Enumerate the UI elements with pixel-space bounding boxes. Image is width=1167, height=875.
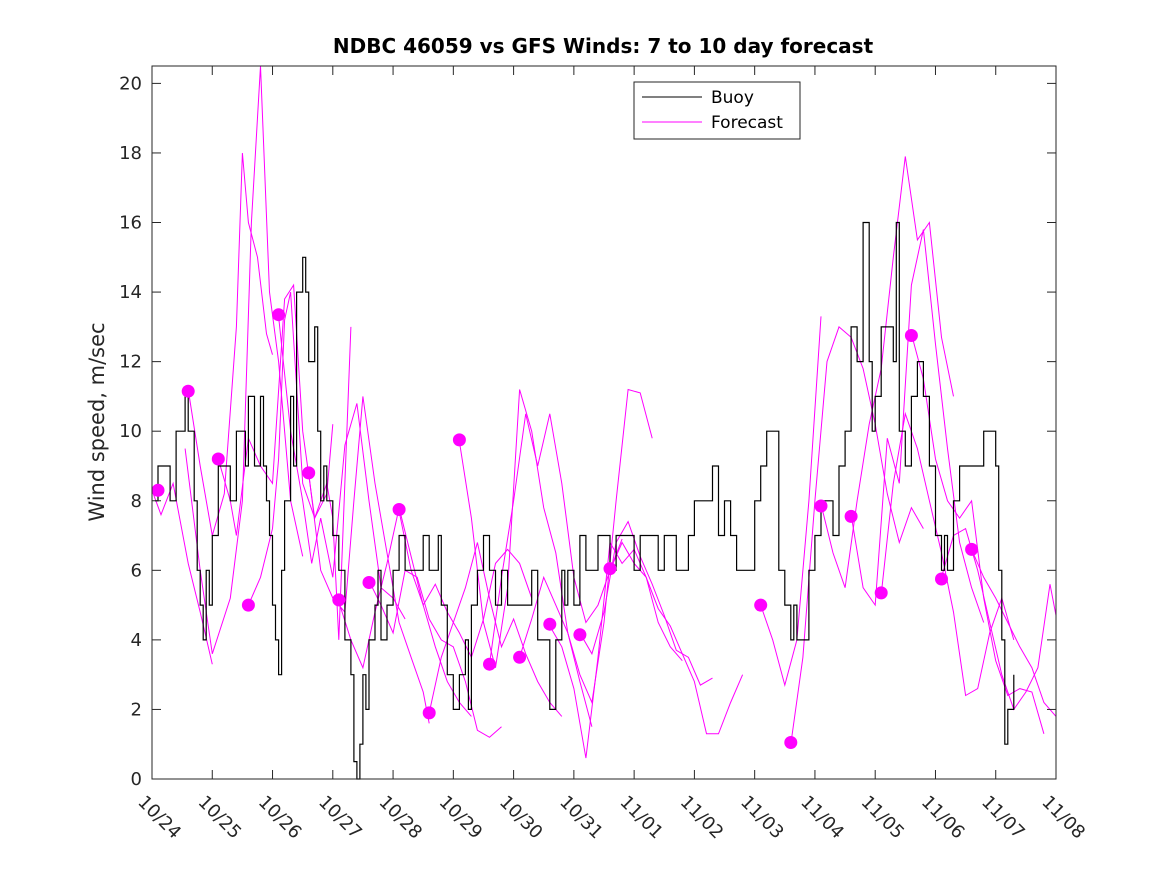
forecast-line-21 [880, 411, 1015, 697]
forecast-marker [603, 562, 617, 576]
y-tick-label: 14 [119, 282, 142, 303]
forecast-marker [181, 384, 195, 398]
legend-box [633, 81, 801, 140]
forecast-marker [272, 308, 286, 322]
y-tick-label: 2 [131, 699, 142, 720]
y-tick-label: 10 [119, 421, 142, 442]
forecast-line-12 [489, 413, 623, 665]
forecast-marker [483, 657, 496, 671]
forecast-line-6 [308, 396, 430, 724]
forecast-line-0 [151, 481, 213, 665]
forecast-marker [362, 576, 376, 589]
forecast-marker [844, 509, 858, 523]
chart-title: NDBC 46059 vs GFS Winds: 7 to 10 day for… [333, 34, 874, 58]
forecast-marker [241, 598, 255, 612]
forecast-marker [543, 617, 557, 631]
legend-buoy-label: Buoy [711, 88, 754, 108]
forecast-marker [151, 483, 165, 497]
forecast-line-20 [850, 229, 985, 623]
y-tick-label: 8 [131, 491, 142, 512]
forecast-marker [904, 329, 918, 342]
forecast-marker [513, 650, 527, 664]
forecast-marker [392, 503, 406, 516]
forecast-marker [302, 466, 316, 480]
plot-area [151, 65, 1057, 780]
forecast-line-2 [184, 65, 304, 654]
forecast-line-7 [338, 507, 472, 717]
forecast-line-24 [971, 549, 1057, 717]
forecast-line-16 [609, 541, 744, 735]
forecast-marker [965, 542, 979, 556]
forecast-marker [422, 706, 436, 720]
y-tick-label: 0 [131, 769, 142, 790]
forecast-line-23 [941, 527, 1057, 711]
forecast-line-8 [368, 569, 502, 738]
forecast-line-13 [519, 388, 653, 705]
forecast-marker [211, 452, 225, 466]
legend-forecast-label: Forecast [711, 113, 783, 133]
forecast-marker [332, 593, 346, 607]
y-tick-label: 6 [131, 560, 142, 581]
y-tick-label: 18 [119, 143, 142, 164]
forecast-line-3 [217, 283, 334, 536]
forecast-marker [935, 572, 948, 586]
forecast-marker [573, 628, 587, 642]
axes-box [151, 65, 1057, 780]
forecast-marker [874, 586, 888, 600]
y-tick-label: 12 [119, 352, 142, 373]
forecast-line-5 [278, 316, 406, 620]
y-axis-label: Wind speed, m/sec [85, 322, 109, 521]
buoy-line [155, 221, 1015, 780]
forecast-marker [814, 499, 828, 513]
legend: Buoy Forecast [633, 81, 801, 140]
y-tick-label: 16 [119, 213, 142, 234]
forecast-marker [784, 736, 798, 749]
forecast-line-1 [187, 152, 273, 536]
y-tick-label: 20 [119, 73, 142, 94]
forecast-line-15 [579, 520, 713, 686]
forecast-line-17 [760, 316, 822, 688]
forecast-marker [754, 598, 768, 612]
forecast-marker [452, 433, 466, 447]
y-tick-label: 4 [131, 630, 142, 651]
forecast-line-19 [820, 156, 954, 588]
